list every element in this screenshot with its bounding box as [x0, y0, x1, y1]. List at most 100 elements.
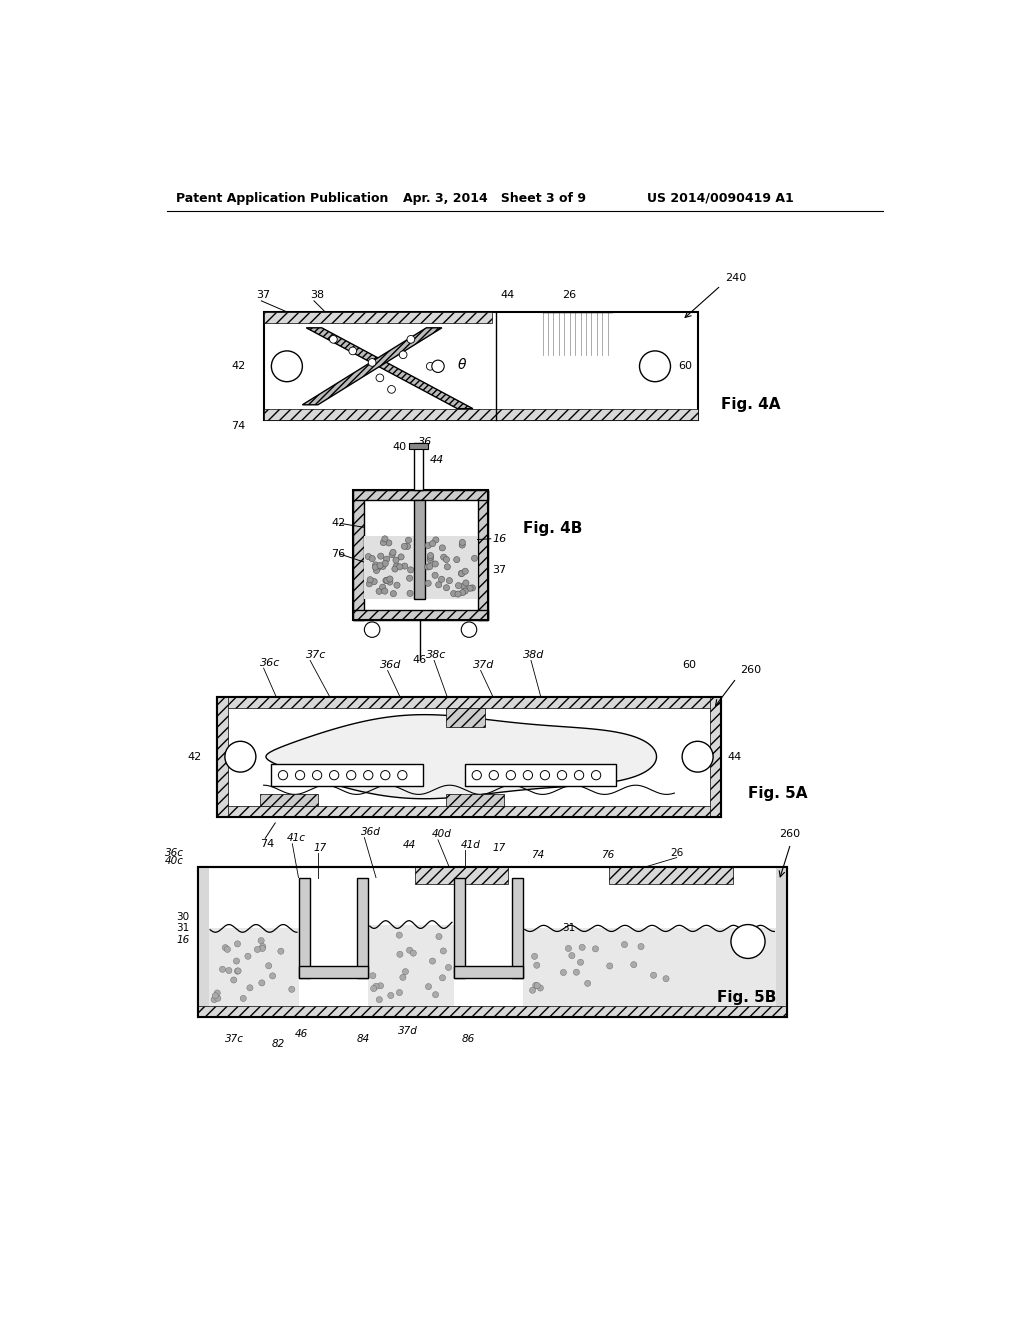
Circle shape — [258, 937, 264, 944]
Bar — [263, 313, 697, 420]
Circle shape — [640, 351, 671, 381]
Bar — [263, 313, 493, 323]
Text: 260: 260 — [779, 829, 800, 840]
Circle shape — [289, 986, 295, 993]
Text: Fig. 5B: Fig. 5B — [717, 990, 776, 1006]
Bar — [410, 444, 428, 449]
Text: 46: 46 — [413, 656, 427, 665]
Circle shape — [269, 973, 275, 979]
Circle shape — [371, 578, 377, 585]
Bar — [352, 490, 488, 620]
Bar — [414, 500, 425, 599]
Circle shape — [212, 993, 218, 999]
Text: 74: 74 — [531, 850, 544, 861]
Bar — [608, 867, 732, 884]
Circle shape — [426, 363, 434, 370]
Circle shape — [436, 933, 442, 940]
Circle shape — [279, 771, 288, 780]
Circle shape — [386, 540, 392, 546]
Circle shape — [560, 969, 566, 975]
Circle shape — [387, 579, 393, 585]
Text: Patent Application Publication: Patent Application Publication — [176, 191, 388, 205]
Bar — [198, 867, 209, 1016]
Circle shape — [234, 968, 242, 974]
Circle shape — [398, 554, 404, 560]
Text: 44: 44 — [403, 841, 417, 850]
Circle shape — [373, 983, 379, 990]
Bar — [198, 1006, 786, 1016]
Circle shape — [396, 990, 402, 995]
Text: 31: 31 — [176, 924, 189, 933]
Text: 16: 16 — [493, 533, 507, 544]
Text: Fig. 4B: Fig. 4B — [523, 520, 583, 536]
Circle shape — [375, 565, 381, 570]
Circle shape — [396, 564, 403, 570]
Circle shape — [388, 385, 395, 393]
Circle shape — [382, 560, 388, 566]
Bar — [271, 764, 423, 785]
Circle shape — [425, 543, 431, 549]
Circle shape — [224, 946, 230, 953]
Circle shape — [384, 556, 390, 562]
Text: 36d: 36d — [360, 828, 380, 837]
Circle shape — [367, 581, 373, 587]
Circle shape — [435, 582, 441, 587]
Bar — [710, 697, 721, 817]
Circle shape — [330, 771, 339, 780]
Circle shape — [265, 962, 271, 969]
Circle shape — [439, 974, 445, 981]
Circle shape — [349, 347, 356, 355]
Circle shape — [254, 946, 260, 953]
Circle shape — [222, 945, 228, 950]
Bar — [356, 878, 369, 978]
Circle shape — [214, 990, 220, 997]
Circle shape — [451, 590, 457, 597]
Circle shape — [506, 771, 515, 780]
Text: 44: 44 — [429, 455, 443, 465]
Circle shape — [573, 969, 580, 975]
Circle shape — [382, 587, 388, 594]
Circle shape — [376, 997, 382, 1003]
Circle shape — [459, 543, 465, 548]
Text: 37c: 37c — [225, 1034, 244, 1044]
Bar — [217, 697, 228, 817]
Circle shape — [225, 968, 232, 974]
Text: 40d: 40d — [432, 829, 452, 840]
Bar — [512, 878, 523, 978]
Circle shape — [463, 579, 469, 586]
Circle shape — [402, 969, 409, 974]
Text: 38: 38 — [310, 290, 325, 301]
Circle shape — [538, 985, 544, 991]
Circle shape — [433, 537, 439, 543]
Circle shape — [380, 564, 386, 569]
Bar — [445, 708, 484, 727]
Text: Fig. 5A: Fig. 5A — [748, 787, 808, 801]
Text: Apr. 3, 2014   Sheet 3 of 9: Apr. 3, 2014 Sheet 3 of 9 — [403, 191, 586, 205]
Text: Fig. 4A: Fig. 4A — [721, 397, 780, 412]
Circle shape — [380, 583, 386, 590]
Circle shape — [387, 576, 393, 582]
Bar — [217, 807, 721, 817]
Circle shape — [407, 948, 413, 953]
Circle shape — [531, 953, 538, 960]
Text: 37: 37 — [256, 290, 270, 301]
Circle shape — [383, 577, 389, 583]
Circle shape — [459, 570, 465, 577]
Circle shape — [411, 950, 417, 956]
Circle shape — [606, 962, 612, 969]
Circle shape — [346, 771, 356, 780]
Circle shape — [454, 557, 460, 562]
Circle shape — [432, 360, 444, 372]
Text: 42: 42 — [187, 751, 202, 762]
Circle shape — [404, 544, 411, 549]
Text: 260: 260 — [740, 665, 762, 676]
Text: 76: 76 — [331, 549, 345, 560]
Circle shape — [439, 545, 445, 550]
Text: 26: 26 — [562, 290, 577, 301]
Text: 36c: 36c — [260, 657, 281, 668]
Circle shape — [374, 568, 380, 573]
Circle shape — [233, 958, 240, 964]
Bar — [414, 444, 423, 490]
Bar — [209, 928, 299, 1006]
Bar — [454, 878, 465, 978]
